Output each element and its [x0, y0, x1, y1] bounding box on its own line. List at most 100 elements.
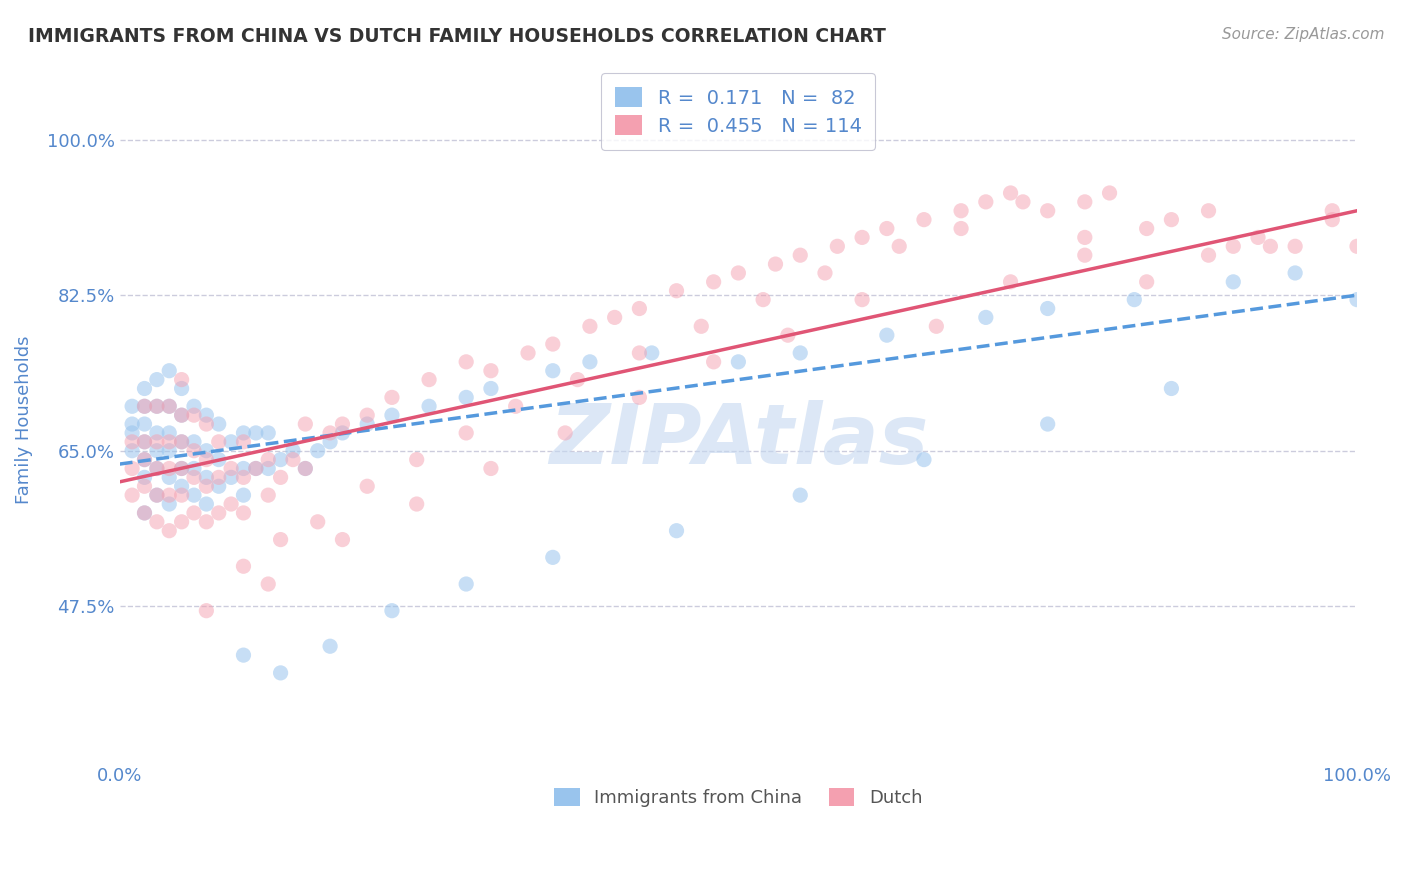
Point	[170, 488, 193, 502]
Point	[541, 337, 564, 351]
Point	[170, 408, 193, 422]
Y-axis label: Family Households: Family Households	[15, 335, 32, 504]
Point	[1000, 186, 1022, 200]
Point	[208, 470, 231, 484]
Point	[208, 479, 231, 493]
Point	[195, 604, 218, 618]
Text: Source: ZipAtlas.com: Source: ZipAtlas.com	[1222, 27, 1385, 42]
Point	[307, 515, 329, 529]
Point	[319, 639, 342, 653]
Point	[1036, 203, 1059, 218]
Point	[1098, 186, 1121, 200]
Point	[121, 443, 143, 458]
Point	[232, 461, 254, 475]
Point	[319, 434, 342, 449]
Point	[1198, 248, 1220, 262]
Point	[157, 399, 180, 413]
Point	[257, 461, 280, 475]
Point	[134, 479, 156, 493]
Point	[195, 470, 218, 484]
Point	[270, 533, 292, 547]
Point	[294, 461, 316, 475]
Point	[505, 399, 527, 413]
Point	[146, 461, 169, 475]
Point	[641, 346, 664, 360]
Point	[703, 355, 725, 369]
Point	[579, 319, 602, 334]
Point	[381, 391, 404, 405]
Point	[294, 417, 316, 431]
Point	[628, 391, 651, 405]
Point	[752, 293, 775, 307]
Point	[456, 391, 478, 405]
Point	[183, 443, 205, 458]
Point	[1123, 293, 1146, 307]
Point	[183, 408, 205, 422]
Point	[257, 488, 280, 502]
Point	[121, 417, 143, 431]
Point	[456, 425, 478, 440]
Point	[245, 461, 267, 475]
Point	[134, 399, 156, 413]
Point	[912, 452, 935, 467]
Point	[157, 434, 180, 449]
Point	[146, 461, 169, 475]
Point	[208, 417, 231, 431]
Point	[332, 417, 354, 431]
Point	[134, 506, 156, 520]
Point	[381, 604, 404, 618]
Point	[121, 425, 143, 440]
Point	[208, 452, 231, 467]
Point	[157, 443, 180, 458]
Point	[134, 399, 156, 413]
Point	[925, 319, 948, 334]
Point	[603, 310, 626, 325]
Point	[479, 364, 502, 378]
Point	[232, 425, 254, 440]
Point	[974, 194, 997, 209]
Point	[1222, 275, 1244, 289]
Point	[157, 470, 180, 484]
Point	[974, 310, 997, 325]
Point	[170, 479, 193, 493]
Point	[270, 665, 292, 680]
Point	[307, 443, 329, 458]
Point	[889, 239, 911, 253]
Point	[628, 346, 651, 360]
Point	[146, 373, 169, 387]
Point	[281, 443, 304, 458]
Point	[294, 461, 316, 475]
Point	[232, 470, 254, 484]
Point	[257, 425, 280, 440]
Point	[170, 515, 193, 529]
Point	[157, 364, 180, 378]
Point	[146, 443, 169, 458]
Point	[146, 488, 169, 502]
Point	[690, 319, 713, 334]
Point	[541, 550, 564, 565]
Point	[567, 373, 589, 387]
Text: ZIPAtlas: ZIPAtlas	[548, 400, 928, 481]
Point	[157, 399, 180, 413]
Point	[876, 221, 898, 235]
Point	[356, 408, 378, 422]
Point	[170, 373, 193, 387]
Point	[456, 355, 478, 369]
Point	[1136, 275, 1159, 289]
Point	[134, 452, 156, 467]
Point	[183, 506, 205, 520]
Point	[195, 515, 218, 529]
Point	[776, 328, 799, 343]
Point	[418, 373, 440, 387]
Point	[418, 399, 440, 413]
Point	[157, 497, 180, 511]
Point	[703, 275, 725, 289]
Point	[245, 425, 267, 440]
Point	[195, 497, 218, 511]
Point	[789, 488, 811, 502]
Point	[219, 497, 242, 511]
Point	[183, 461, 205, 475]
Point	[134, 417, 156, 431]
Point	[121, 399, 143, 413]
Point	[232, 434, 254, 449]
